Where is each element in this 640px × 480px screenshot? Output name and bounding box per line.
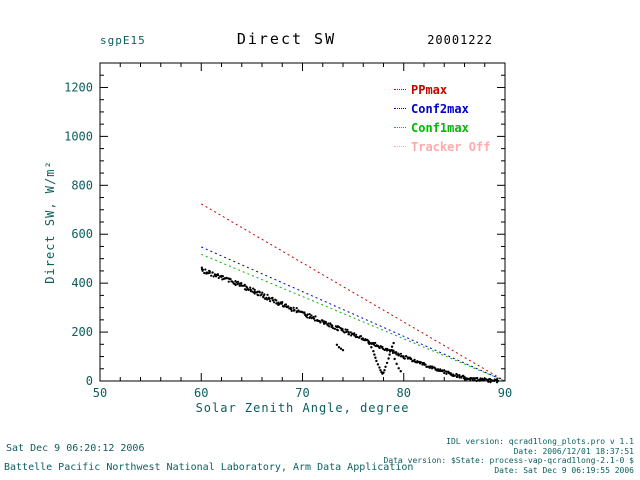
legend: PPmax Conf2max Conf1max Tracker Off bbox=[394, 80, 490, 156]
y-axis-label: Direct SW, W/m² bbox=[43, 160, 57, 284]
idl-date-line: Date: 2006/12/01 18:37:51 bbox=[513, 446, 634, 456]
plot-title: Direct SW bbox=[236, 30, 337, 48]
legend-label: Tracker Off bbox=[411, 139, 491, 154]
svg-text:1000: 1000 bbox=[64, 129, 93, 143]
svg-text:400: 400 bbox=[71, 276, 93, 290]
svg-text:800: 800 bbox=[71, 178, 93, 192]
legend-label: Conf2max bbox=[411, 101, 469, 116]
legend-line-icon bbox=[394, 127, 406, 128]
idl-version-line: IDL version: qcrad1long_plots.pro v 1.1 bbox=[446, 437, 634, 446]
footer-version-info: IDL version: qcrad1long_plots.pro v 1.1 … bbox=[384, 437, 634, 475]
legend-item-conf2max: Conf2max bbox=[394, 99, 490, 118]
svg-text:1200: 1200 bbox=[64, 80, 93, 94]
data-version-line: Data version: $State: process-vap-qcrad1… bbox=[383, 456, 634, 465]
svg-text:600: 600 bbox=[71, 227, 93, 241]
svg-text:0: 0 bbox=[86, 374, 93, 388]
legend-label: PPmax bbox=[411, 82, 448, 97]
footer-timestamp: Sat Dec 9 06:20:12 2006 bbox=[6, 443, 145, 454]
svg-text:60: 60 bbox=[194, 386, 208, 400]
site-label: sgpE15 bbox=[100, 34, 146, 47]
data-date-line: Date: Sat Dec 9 06:19:55 2006 bbox=[494, 465, 634, 475]
svg-text:50: 50 bbox=[93, 386, 107, 400]
date-label: 20001222 bbox=[427, 33, 493, 47]
x-axis-label: Solar Zenith Angle, degree bbox=[195, 401, 410, 415]
legend-item-conf1max: Conf1max bbox=[394, 118, 490, 137]
svg-text:200: 200 bbox=[71, 325, 93, 339]
plot-header: sgpE15 Direct SW 20001222 bbox=[100, 30, 493, 48]
legend-line-icon bbox=[394, 108, 406, 109]
legend-line-icon bbox=[394, 89, 406, 90]
legend-label: Conf1max bbox=[411, 120, 469, 135]
footer-organization: Battelle Pacific Northwest National Labo… bbox=[4, 462, 414, 473]
svg-text:70: 70 bbox=[295, 386, 309, 400]
legend-item-tracker-off: Tracker Off bbox=[394, 137, 490, 156]
legend-item-ppmax: PPmax bbox=[394, 80, 490, 99]
svg-text:80: 80 bbox=[397, 386, 411, 400]
legend-line-icon bbox=[394, 146, 406, 147]
svg-text:90: 90 bbox=[498, 386, 512, 400]
